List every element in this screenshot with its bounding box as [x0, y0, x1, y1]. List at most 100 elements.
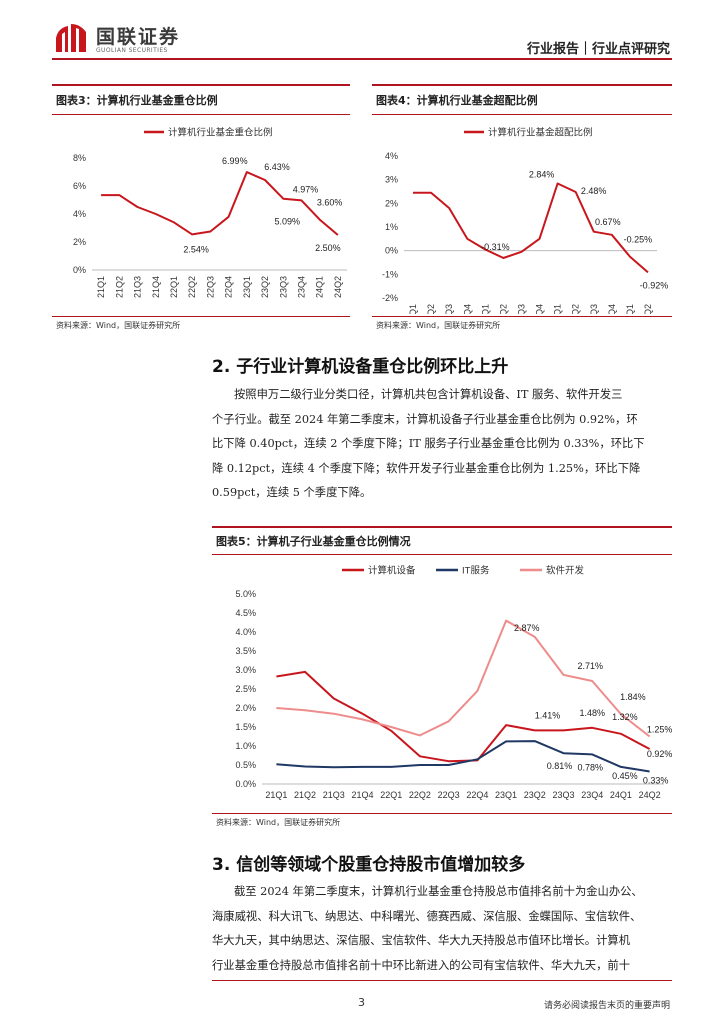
y-tick-label: 1.5% — [235, 722, 256, 732]
x-tick-label: 23Q2 — [571, 304, 581, 314]
figure3-title-rule — [52, 114, 350, 115]
figure4-source: 资料来源：Wind，国联证券研究所 — [376, 321, 501, 330]
series-line — [276, 619, 651, 738]
x-tick-label: 21Q2 — [114, 276, 124, 298]
report-type: 行业报告｜行业点评研究 — [526, 42, 670, 57]
legend-label: IT服务 — [462, 565, 490, 577]
figure4-title: 图表4：计算机行业基金超配比例 — [376, 94, 538, 107]
legend-label: 计算机行业基金超配比例 — [488, 127, 593, 139]
x-tick-label: 22Q4 — [535, 304, 545, 314]
x-tick-label: 21Q2 — [294, 790, 316, 800]
figure5-source: 资料来源：Wind，国联证券研究所 — [216, 818, 341, 827]
figure3-top-rule — [52, 84, 350, 86]
data-label: 6.43% — [264, 162, 290, 172]
x-tick-label: 23Q4 — [607, 304, 617, 314]
series-line — [276, 740, 650, 773]
x-tick-label: 22Q3 — [205, 276, 215, 298]
figure4-bottom-rule — [372, 316, 672, 317]
figure5-bottom-rule — [212, 813, 672, 814]
x-tick-label: 23Q1 — [553, 304, 563, 314]
series-line — [276, 670, 651, 763]
x-tick-label: 23Q1 — [242, 276, 252, 298]
x-tick-label: 24Q1 — [625, 304, 635, 314]
data-label: 3.60% — [317, 198, 343, 208]
footer-disclaimer: 请务必阅读报告末页的重要声明 — [543, 1001, 670, 1011]
y-tick-label: 2% — [73, 237, 86, 247]
data-label: 0.67% — [595, 217, 621, 227]
x-tick-label: 22Q1 — [169, 276, 179, 298]
x-tick-label: 22Q4 — [224, 276, 234, 298]
header-divider — [52, 58, 672, 60]
data-label: 1.41% — [535, 710, 561, 720]
data-label: 2.50% — [315, 243, 341, 253]
data-label: -0.92% — [640, 280, 669, 290]
x-tick-label: 22Q3 — [438, 790, 460, 800]
figure5-title: 图表5：计算机子行业基金重仓比例情况 — [216, 535, 411, 548]
y-tick-label: -1% — [382, 269, 398, 279]
x-tick-label: 21Q3 — [323, 790, 345, 800]
data-label: 1.32% — [612, 712, 638, 722]
y-tick-label: 4% — [73, 209, 86, 219]
y-tick-label: 0% — [385, 246, 398, 256]
figure5-top-rule — [212, 526, 672, 528]
y-tick-label: 1.0% — [235, 741, 256, 751]
x-tick-label: 22Q1 — [380, 790, 402, 800]
section2-body: 按照申万二级行业分类口径，计算机共包含计算机设备、IT 服务、软件开发三 个子行… — [212, 383, 682, 506]
section2-line: 比下降 0.40pct，连续 2 个季度下降；IT 服务子行业基金重仓比例为 0… — [212, 437, 645, 450]
y-tick-label: -2% — [382, 293, 398, 303]
page-number: 3 — [358, 996, 365, 1009]
y-tick-label: 2.5% — [235, 684, 256, 694]
figure5-chart: 0.0% 0.5% 1.0% 1.5% 2.0% 2.5% 3.0% 3.5% 4.0% 4.5%… — [235, 565, 673, 801]
section2-title: 2. 子行业计算机设备重仓比例环比上升 — [212, 357, 509, 377]
section3-line: 海康威视、科大讯飞、纳思达、中科曙光、德赛西威、深信服、金蝶国际、宝信软件、 — [212, 909, 642, 923]
data-label: 0.33% — [643, 775, 669, 785]
y-tick-label: 4.0% — [235, 627, 256, 637]
x-tick-label: 24Q2 — [333, 276, 343, 298]
series-line — [413, 182, 649, 274]
data-label: 2.84% — [529, 169, 555, 179]
data-label: 5.09% — [274, 217, 300, 227]
figure3-chart: 0% 2% 4% 6% 8% 21Q1 21Q2 21Q3 21Q4 22Q1 22Q2 22Q3 22… — [73, 127, 347, 298]
legend-label: 计算机设备 — [368, 565, 416, 577]
data-label: 1.25% — [647, 725, 673, 735]
data-label: -0.25% — [624, 235, 653, 245]
brand-name-en: GUOLIAN SECURITIES — [96, 47, 168, 54]
y-tick-label: 0.0% — [235, 779, 256, 789]
data-label: 2.54% — [183, 244, 209, 254]
section2-line: 按照申万二级行业分类口径，计算机共包含计算机设备、IT 服务、软件开发三 — [234, 388, 623, 401]
data-label: 0.45% — [612, 771, 638, 781]
x-tick-label: 23Q3 — [278, 276, 288, 298]
x-tick-label: 23Q3 — [552, 790, 574, 800]
x-tick-label: 21Q3 — [133, 276, 143, 298]
y-tick-label: 2.0% — [235, 703, 256, 713]
figure4-chart: -2% -1% 0% 1% 2% 3% 4% 21Q1 21Q2 21Q3 21Q4 22Q1 22Q2… — [382, 127, 669, 315]
x-tick-label: 22Q2 — [409, 790, 431, 800]
data-label: 2.48% — [581, 186, 607, 196]
x-tick-label: 23Q4 — [581, 790, 603, 800]
series-line — [101, 171, 339, 236]
y-tick-label: 3.0% — [235, 665, 256, 675]
data-label: -0.31% — [481, 242, 510, 252]
x-tick-label: 23Q4 — [296, 276, 306, 298]
x-tick-label: 23Q2 — [260, 276, 270, 298]
x-tick-label: 24Q2 — [643, 304, 653, 314]
data-label: 2.87% — [514, 623, 540, 633]
x-tick-label: 22Q2 — [498, 304, 508, 314]
x-tick-label: 24Q2 — [639, 790, 661, 800]
y-tick-label: 3% — [385, 175, 398, 185]
data-label: 2.71% — [577, 661, 603, 671]
x-tick-label: 22Q3 — [516, 304, 526, 314]
x-tick-label: 22Q4 — [466, 790, 488, 800]
data-label: 0.92% — [647, 749, 673, 759]
y-tick-label: 2% — [385, 198, 398, 208]
y-tick-label: 0.5% — [235, 760, 256, 770]
x-tick-label: 22Q2 — [187, 276, 197, 298]
x-tick-label: 21Q4 — [151, 276, 161, 298]
data-label: 1.48% — [579, 708, 605, 718]
figure4-title-rule — [372, 114, 672, 115]
x-tick-label: 24Q1 — [315, 276, 325, 298]
x-tick-label: 21Q2 — [426, 304, 436, 314]
section2-line: 0.59pct，连续 5 个季度下降。 — [212, 486, 372, 499]
y-tick-label: 4% — [385, 151, 398, 161]
y-tick-label: 6% — [73, 181, 86, 191]
